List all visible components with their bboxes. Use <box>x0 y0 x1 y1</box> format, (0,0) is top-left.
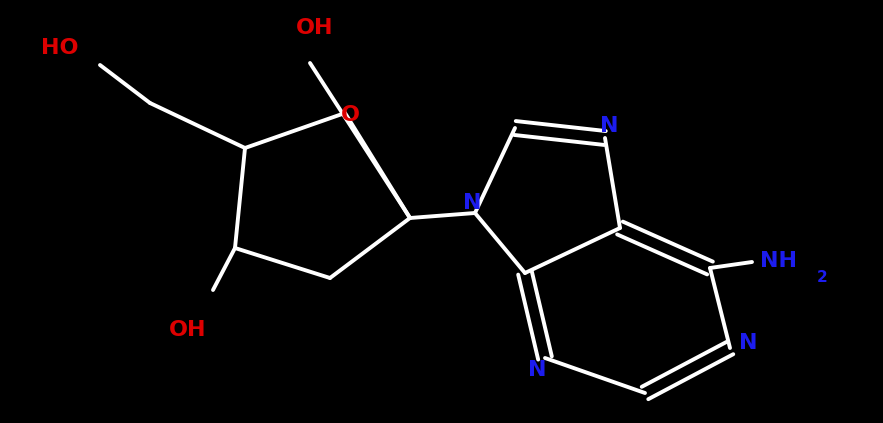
Text: N: N <box>739 333 758 353</box>
Text: O: O <box>341 105 359 125</box>
Text: N: N <box>463 193 481 213</box>
Text: OH: OH <box>170 320 207 340</box>
Text: N: N <box>600 116 618 136</box>
Text: NH: NH <box>759 251 796 271</box>
Text: OH: OH <box>297 18 334 38</box>
Text: HO: HO <box>42 38 79 58</box>
Text: N: N <box>528 360 547 380</box>
Text: 2: 2 <box>817 270 827 286</box>
